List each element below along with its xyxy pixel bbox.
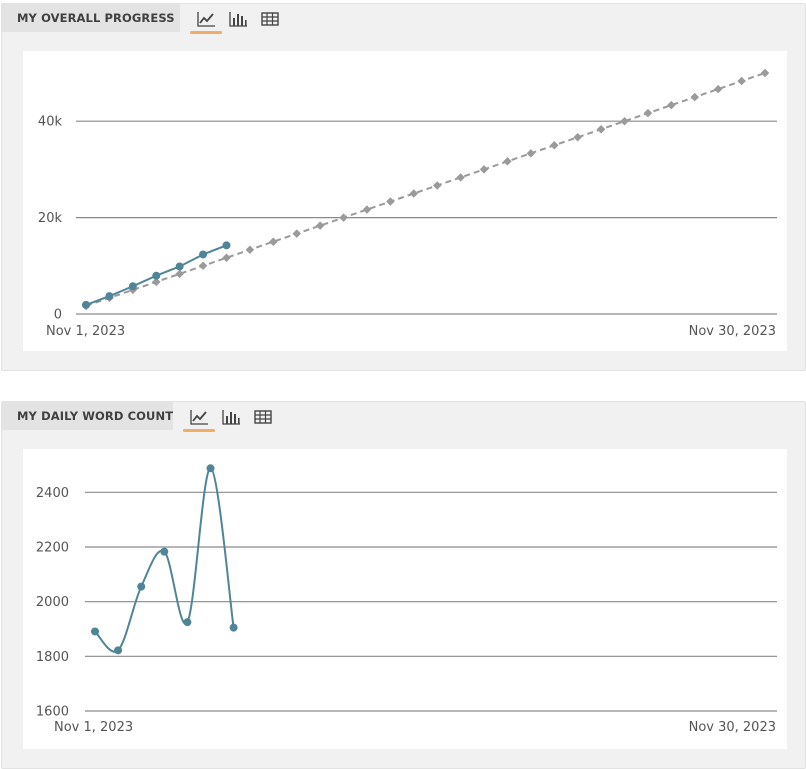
target-point xyxy=(737,76,746,86)
line-chart-view-button[interactable] xyxy=(183,405,215,432)
target-point xyxy=(620,116,629,126)
target-line xyxy=(85,72,766,307)
data-point xyxy=(229,623,238,632)
overall-progress-panel: MY OVERALL PROGRESS 0 20k 40k Nov xyxy=(1,3,806,371)
table-view-button[interactable] xyxy=(250,405,276,429)
target-point xyxy=(175,269,184,279)
y-tick-label: 1600 xyxy=(36,705,69,720)
target-point xyxy=(292,229,301,238)
data-point xyxy=(183,618,192,627)
y-tick-label: 40k xyxy=(38,115,63,130)
data-point xyxy=(128,282,137,291)
data-point xyxy=(175,262,184,271)
table-view-button[interactable] xyxy=(257,7,283,31)
y-tick-label: 0 xyxy=(54,308,62,323)
overall-progress-chart: 0 20k 40k Nov 1, 2023 Nov 30, 2023 xyxy=(38,68,777,339)
target-point xyxy=(269,237,278,246)
table-icon xyxy=(261,12,279,26)
target-point xyxy=(198,261,208,271)
daily-word-count-chart: 1600 1800 2000 2200 2400 Nov 1, 2023 Nov 30, 2… xyxy=(36,464,777,735)
data-point xyxy=(206,464,215,473)
y-tick-label: 2400 xyxy=(36,486,69,501)
bar-chart-view-button[interactable] xyxy=(218,405,244,429)
data-point xyxy=(160,547,169,556)
target-point xyxy=(573,133,582,142)
chart-area: 0 20k 40k Nov 1, 2023 Nov 30, 2023 xyxy=(23,51,787,351)
panel-header: MY OVERALL PROGRESS xyxy=(2,4,180,32)
target-point xyxy=(386,197,395,206)
x-start-label: Nov 1, 2023 xyxy=(54,720,133,735)
target-point xyxy=(409,189,419,198)
target-point xyxy=(339,213,348,222)
actual-line xyxy=(94,467,235,653)
target-point xyxy=(315,221,325,230)
line-chart-icon xyxy=(190,410,208,425)
y-tick-label: 1800 xyxy=(36,650,69,665)
target-point xyxy=(643,108,653,118)
panel-title: MY OVERALL PROGRESS xyxy=(17,11,175,25)
target-point xyxy=(245,245,255,254)
target-point xyxy=(222,253,231,263)
x-end-label: Nov 30, 2023 xyxy=(689,324,776,339)
data-point xyxy=(137,582,146,591)
target-point xyxy=(432,181,442,190)
target-point xyxy=(596,124,606,134)
x-start-label: Nov 1, 2023 xyxy=(46,324,125,339)
data-point xyxy=(114,646,123,655)
target-point xyxy=(690,92,700,102)
y-tick-label: 20k xyxy=(38,211,63,226)
data-point xyxy=(91,627,99,636)
target-point xyxy=(760,68,770,78)
target-point xyxy=(526,149,536,158)
line-chart-view-button[interactable] xyxy=(190,7,222,34)
data-point xyxy=(199,250,208,259)
bar-chart-view-button[interactable] xyxy=(225,7,251,31)
daily-word-count-panel: MY DAILY WORD COUNT 1600 1800 200 xyxy=(1,401,806,769)
table-icon xyxy=(254,410,272,424)
target-point xyxy=(503,157,512,166)
data-point xyxy=(105,292,114,301)
data-point xyxy=(82,300,90,309)
panel-header: MY DAILY WORD COUNT xyxy=(2,402,173,430)
line-chart-icon xyxy=(197,12,215,27)
target-point xyxy=(362,205,372,214)
data-point xyxy=(152,271,161,280)
target-point xyxy=(479,165,489,174)
data-point xyxy=(222,241,231,250)
target-point xyxy=(151,277,161,287)
bar-chart-icon xyxy=(222,410,240,425)
target-point xyxy=(550,141,559,150)
y-tick-label: 2000 xyxy=(36,595,69,610)
chart-area: 1600 1800 2000 2200 2400 Nov 1, 2023 Nov 30, 2… xyxy=(23,449,787,749)
target-point xyxy=(667,100,676,110)
x-end-label: Nov 30, 2023 xyxy=(689,720,776,735)
y-tick-label: 2200 xyxy=(36,541,69,556)
target-point xyxy=(456,173,465,182)
panel-title: MY DAILY WORD COUNT xyxy=(17,409,174,423)
target-point xyxy=(713,84,723,94)
bar-chart-icon xyxy=(229,12,247,27)
